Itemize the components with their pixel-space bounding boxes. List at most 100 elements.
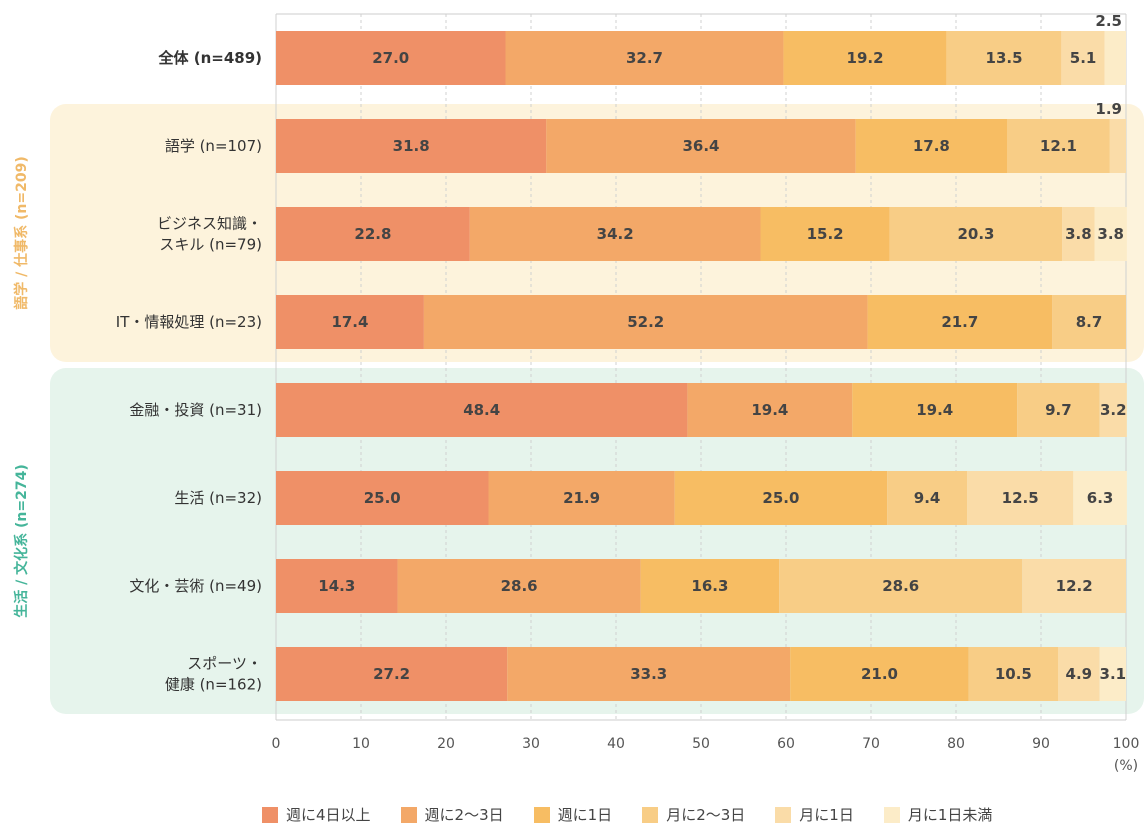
bar-segment: [852, 383, 1018, 437]
data-label: 6.3: [1087, 489, 1114, 507]
bar-segment: [1094, 207, 1127, 261]
data-label: 27.0: [372, 49, 409, 67]
data-label: 21.7: [941, 313, 978, 331]
legend-swatch: [400, 806, 417, 823]
data-label: 16.3: [691, 577, 728, 595]
bar-segment: [469, 207, 761, 261]
bar-segment: [887, 471, 968, 525]
bar-segment: [1052, 295, 1126, 349]
legend-swatch: [642, 806, 659, 823]
legend-item: 月に2～3日: [642, 804, 745, 825]
bar-segment: [889, 207, 1063, 261]
data-label: 25.0: [762, 489, 799, 507]
data-label: 9.4: [914, 489, 941, 507]
group-label-2: 生活 / 文化系 (n=274): [13, 464, 30, 617]
bar-segment: [276, 295, 424, 349]
bar-segment: [779, 559, 1023, 613]
data-label: 8.7: [1076, 313, 1103, 331]
bar-segment: [1099, 647, 1126, 701]
data-label: 12.5: [1002, 489, 1039, 507]
data-label: 19.4: [916, 401, 953, 419]
legend-label: 月に1日: [799, 806, 854, 824]
bar-segment: [1017, 383, 1100, 437]
legend-swatch: [262, 806, 278, 823]
legend-item: 月に1日: [775, 804, 854, 825]
category-label: 金融・投資 (n=31): [129, 401, 262, 419]
category-label: 生活 (n=32): [174, 489, 262, 507]
bar-segment: [505, 31, 784, 85]
x-tick-label: 0: [272, 736, 281, 752]
bar-segment: [640, 559, 780, 613]
legend-label: 週に2～3日: [424, 806, 504, 824]
data-label: 12.2: [1056, 577, 1093, 595]
category-label: スポーツ・: [187, 655, 262, 673]
data-label: 21.0: [861, 665, 898, 683]
bar-segment: [1058, 647, 1100, 701]
bar-segment: [276, 559, 398, 613]
bar-segment: [546, 119, 856, 173]
bar-segment: [1022, 559, 1126, 613]
data-label: 17.4: [331, 313, 368, 331]
category-label: 文化・芸術 (n=49): [129, 577, 262, 595]
stacked-bar-chart: 語学 / 仕事系 (n=209) 生活 / 文化系 (n=274) 27.0 32.7…: [13, 12, 1144, 774]
data-label: 3.8: [1065, 225, 1092, 243]
category-label: ビジネス知識・: [157, 215, 262, 233]
data-label: 4.9: [1066, 665, 1093, 683]
bar-segment: [1104, 31, 1126, 85]
data-label: 33.3: [630, 665, 667, 683]
x-tick-label: 70: [862, 736, 880, 752]
legend-swatch: [883, 806, 900, 823]
legend-swatch: [533, 806, 550, 823]
x-tick-label: 50: [692, 736, 710, 752]
category-label: 全体 (n=489): [158, 49, 263, 67]
x-tick-label: 100: [1113, 736, 1140, 752]
bar-segment: [276, 647, 508, 701]
category-label: 健康 (n=162): [165, 676, 262, 694]
bar-segment: [397, 559, 641, 613]
x-tick-label: 20: [437, 736, 455, 752]
x-tick-label: 10: [352, 736, 370, 752]
data-label: 9.7: [1045, 401, 1072, 419]
bar-segment: [276, 207, 470, 261]
data-label: 2.5: [1095, 12, 1122, 30]
data-label: 34.2: [597, 225, 634, 243]
legend-item: 週に2～3日: [400, 804, 504, 825]
bar-segment: [967, 471, 1074, 525]
bar-segment: [276, 31, 506, 85]
data-label: 28.6: [882, 577, 919, 595]
bar-segment: [1073, 471, 1127, 525]
legend-label: 週に4日以上: [286, 806, 371, 824]
bar-segment: [867, 295, 1053, 349]
data-label: 19.2: [847, 49, 884, 67]
x-axis-unit: (%): [1114, 758, 1138, 774]
bar-segment: [1109, 119, 1126, 173]
bar-segment: [276, 471, 489, 525]
bar-segment: [1007, 119, 1110, 173]
legend-label: 週に1日: [557, 806, 613, 824]
data-label: 21.9: [563, 489, 600, 507]
legend-item: 週に1日: [533, 804, 613, 825]
bar-segment: [276, 119, 547, 173]
x-tick-label: 90: [1032, 736, 1050, 752]
data-label: 52.2: [627, 313, 664, 331]
category-label: 語学 (n=107): [165, 137, 262, 155]
data-label: 1.9: [1095, 100, 1122, 118]
legend-item: 月に1日未満: [883, 804, 993, 825]
bar-segment: [674, 471, 888, 525]
data-label: 17.8: [913, 137, 950, 155]
group-label-1: 語学 / 仕事系 (n=209): [13, 156, 30, 309]
bar-segment: [1062, 207, 1095, 261]
legend-swatch: [775, 806, 792, 823]
bar-segment: [507, 647, 791, 701]
bar-segment: [423, 295, 868, 349]
bar-segment: [1061, 31, 1105, 85]
bar-segment: [276, 383, 688, 437]
data-label: 13.5: [986, 49, 1023, 67]
data-label: 32.7: [626, 49, 663, 67]
legend-label: 月に1日未満: [907, 806, 993, 824]
data-label: 5.1: [1070, 49, 1097, 67]
bar-segment: [783, 31, 947, 85]
data-label: 3.2: [1100, 401, 1127, 419]
x-tick-label: 40: [607, 736, 625, 752]
bar-segment: [760, 207, 890, 261]
